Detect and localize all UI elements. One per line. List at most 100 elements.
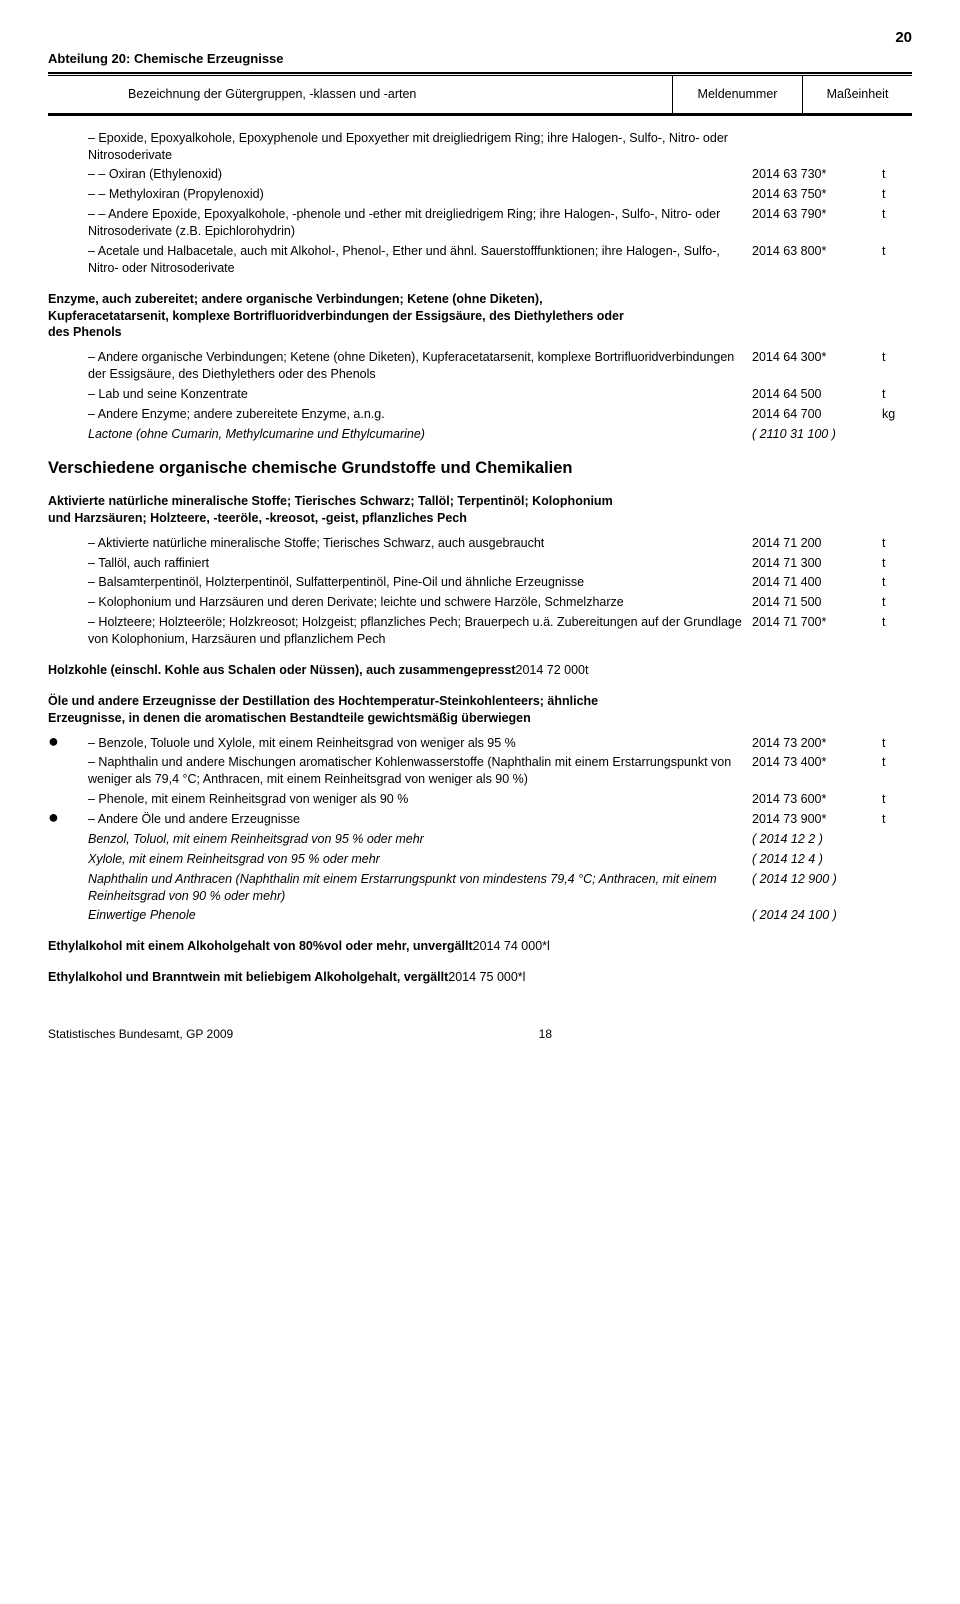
row-num: 2014 63 790* bbox=[752, 206, 882, 223]
row-text: – Kolophonium und Harzsäuren und deren D… bbox=[62, 594, 752, 611]
rule bbox=[48, 72, 912, 74]
row-unit: kg bbox=[882, 406, 912, 423]
row-num: 2014 63 730* bbox=[752, 166, 882, 183]
table-row: ● – Benzole, Toluole und Xylole, mit ein… bbox=[48, 735, 912, 752]
bullet-icon: ● bbox=[48, 731, 59, 751]
row-text: Naphthalin und Anthracen (Naphthalin mit… bbox=[62, 871, 752, 905]
row-unit: t bbox=[882, 594, 912, 611]
row-unit: t bbox=[882, 791, 912, 808]
row-num: 2014 71 500 bbox=[752, 594, 882, 611]
row-text: Holzkohle (einschl. Kohle aus Schalen od… bbox=[48, 662, 516, 679]
row-num: 2014 71 700* bbox=[752, 614, 882, 631]
group-heading-row: Ethylalkohol mit einem Alkoholgehalt von… bbox=[48, 938, 912, 955]
row-num: 2014 63 750* bbox=[752, 186, 882, 203]
row-text: – – Methyloxiran (Propylenoxid) bbox=[62, 186, 752, 203]
row-unit: l bbox=[523, 969, 526, 986]
row-num: ( 2014 12 4 ) bbox=[752, 851, 882, 868]
row-num: 2014 73 600* bbox=[752, 791, 882, 808]
group-heading-row: Ethylalkohol und Branntwein mit beliebig… bbox=[48, 969, 912, 986]
table-row: – Andere Enzyme; andere zubereitete Enzy… bbox=[48, 406, 912, 423]
table-row: – – Andere Epoxide, Epoxyalkohole, -phen… bbox=[48, 206, 912, 240]
table-row: ● – Andere Öle und andere Erzeugnisse 20… bbox=[48, 811, 912, 828]
content: – Epoxide, Epoxyalkohole, Epoxyphenole u… bbox=[48, 130, 912, 986]
row-text: – Tallöl, auch raffiniert bbox=[62, 555, 752, 572]
row-num: 2014 71 300 bbox=[752, 555, 882, 572]
row-num: 2014 74 000* bbox=[473, 938, 547, 955]
row-num: 2014 71 200 bbox=[752, 535, 882, 552]
row-text: Ethylalkohol und Branntwein mit beliebig… bbox=[48, 969, 448, 986]
row-unit: t bbox=[882, 535, 912, 552]
row-unit: t bbox=[882, 614, 912, 631]
table-row: Einwertige Phenole ( 2014 24 100 ) bbox=[48, 907, 912, 924]
row-text: Einwertige Phenole bbox=[62, 907, 752, 924]
group-heading-row: Holzkohle (einschl. Kohle aus Schalen od… bbox=[48, 662, 912, 679]
row-text: – Lab und seine Konzentrate bbox=[62, 386, 752, 403]
row-text: – Epoxide, Epoxyalkohole, Epoxyphenole u… bbox=[62, 130, 752, 164]
table-row: – Holzteere; Holzteeröle; Holzkreosot; H… bbox=[48, 614, 912, 648]
table-header: Bezeichnung der Gütergruppen, -klassen u… bbox=[48, 76, 912, 113]
row-num: 2014 72 000 bbox=[516, 662, 586, 679]
row-text: – Acetale und Halbacetale, auch mit Alko… bbox=[62, 243, 752, 277]
rule bbox=[48, 114, 912, 116]
group-heading: Enzyme, auch zubereitet; andere organisc… bbox=[48, 291, 638, 342]
table-row: – Tallöl, auch raffiniert 2014 71 300 t bbox=[48, 555, 912, 572]
row-num: 2014 73 400* bbox=[752, 754, 882, 771]
row-text: – Benzole, Toluole und Xylole, mit einem… bbox=[62, 735, 752, 752]
table-row: – Lab und seine Konzentrate 2014 64 500 … bbox=[48, 386, 912, 403]
row-num: ( 2014 12 900 ) bbox=[752, 871, 882, 888]
row-unit: t bbox=[882, 555, 912, 572]
col-header-num: Meldenummer bbox=[672, 76, 802, 113]
row-text: Ethylalkohol mit einem Alkoholgehalt von… bbox=[48, 938, 473, 955]
row-text: Xylole, mit einem Reinheitsgrad von 95 %… bbox=[62, 851, 752, 868]
row-text: Benzol, Toluol, mit einem Reinheitsgrad … bbox=[62, 831, 752, 848]
row-unit: t bbox=[585, 662, 588, 679]
footer-page: 18 bbox=[539, 1026, 552, 1042]
table-row: – – Methyloxiran (Propylenoxid) 2014 63 … bbox=[48, 186, 912, 203]
row-text: – – Oxiran (Ethylenoxid) bbox=[62, 166, 752, 183]
row-text: – Andere Öle und andere Erzeugnisse bbox=[62, 811, 752, 828]
bullet-icon: ● bbox=[48, 807, 59, 827]
row-unit: t bbox=[882, 349, 912, 366]
table-row: – Epoxide, Epoxyalkohole, Epoxyphenole u… bbox=[48, 130, 912, 164]
row-unit: t bbox=[882, 206, 912, 223]
row-unit: t bbox=[882, 186, 912, 203]
row-num: 2014 64 500 bbox=[752, 386, 882, 403]
page-number: 20 bbox=[48, 28, 912, 48]
table-row: Xylole, mit einem Reinheitsgrad von 95 %… bbox=[48, 851, 912, 868]
row-text: – Phenole, mit einem Reinheitsgrad von w… bbox=[62, 791, 752, 808]
group-heading: Aktivierte natürliche mineralische Stoff… bbox=[48, 493, 638, 527]
table-row: – Acetale und Halbacetale, auch mit Alko… bbox=[48, 243, 912, 277]
footer: Statistisches Bundesamt, GP 2009 18 bbox=[48, 1026, 912, 1042]
col-header-unit: Maßeinheit bbox=[802, 76, 912, 113]
footer-left: Statistisches Bundesamt, GP 2009 bbox=[48, 1026, 233, 1042]
table-row: – Phenole, mit einem Reinheitsgrad von w… bbox=[48, 791, 912, 808]
row-text: – Holzteere; Holzteeröle; Holzkreosot; H… bbox=[62, 614, 752, 648]
table-row: – – Oxiran (Ethylenoxid) 2014 63 730* t bbox=[48, 166, 912, 183]
row-num: 2014 73 200* bbox=[752, 735, 882, 752]
row-unit: t bbox=[882, 735, 912, 752]
section-title: Abteilung 20: Chemische Erzeugnisse bbox=[48, 50, 912, 68]
row-num: ( 2110 31 100 ) bbox=[752, 426, 882, 443]
table-row: Naphthalin und Anthracen (Naphthalin mit… bbox=[48, 871, 912, 905]
table-row: – Andere organische Verbindungen; Ketene… bbox=[48, 349, 912, 383]
table-row: – Naphthalin und andere Mischungen aroma… bbox=[48, 754, 912, 788]
row-unit: t bbox=[882, 754, 912, 771]
row-num: 2014 71 400 bbox=[752, 574, 882, 591]
row-unit: t bbox=[882, 386, 912, 403]
row-text: – Naphthalin und andere Mischungen aroma… bbox=[62, 754, 752, 788]
row-unit: t bbox=[882, 574, 912, 591]
table-row: – Kolophonium und Harzsäuren und deren D… bbox=[48, 594, 912, 611]
row-unit: t bbox=[882, 243, 912, 260]
row-unit: l bbox=[547, 938, 550, 955]
row-num: 2014 64 700 bbox=[752, 406, 882, 423]
subsection-heading: Verschiedene organische chemische Grunds… bbox=[48, 457, 608, 479]
row-text: – Andere organische Verbindungen; Ketene… bbox=[62, 349, 752, 383]
table-row: – Aktivierte natürliche mineralische Sto… bbox=[48, 535, 912, 552]
row-unit: t bbox=[882, 811, 912, 828]
row-num: 2014 63 800* bbox=[752, 243, 882, 260]
row-num: ( 2014 24 100 ) bbox=[752, 907, 882, 924]
row-text: – Aktivierte natürliche mineralische Sto… bbox=[62, 535, 752, 552]
row-num: ( 2014 12 2 ) bbox=[752, 831, 882, 848]
table-row: Benzol, Toluol, mit einem Reinheitsgrad … bbox=[48, 831, 912, 848]
row-text: Lactone (ohne Cumarin, Methylcumarine un… bbox=[62, 426, 752, 443]
